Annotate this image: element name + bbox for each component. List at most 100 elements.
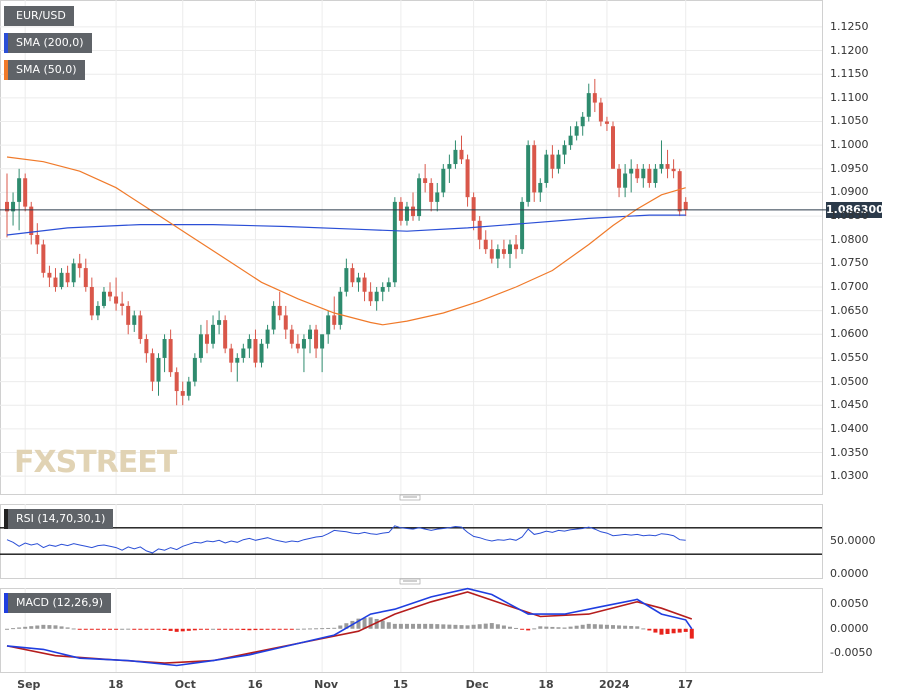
- candle-body: [162, 339, 167, 358]
- candle-body: [635, 168, 640, 179]
- macd-histogram-bar: [308, 628, 312, 630]
- candle-body: [344, 268, 349, 292]
- macd-histogram-bar: [362, 617, 367, 629]
- macd-histogram-bar: [332, 627, 337, 629]
- candle-body: [144, 339, 149, 354]
- macd-histogram-bar: [629, 626, 634, 629]
- macd-histogram-bar: [404, 623, 409, 629]
- macd-histogram-bar: [235, 628, 240, 630]
- time-axis-tick: 18: [538, 678, 554, 691]
- candle-body: [665, 164, 670, 169]
- candle-body: [65, 272, 70, 283]
- price-axis-tick: 1.0550: [830, 350, 869, 364]
- macd-histogram-bar: [17, 627, 22, 629]
- macd-histogram-bar: [247, 628, 252, 631]
- candle-body: [429, 182, 434, 202]
- macd-histogram-bar: [211, 628, 216, 630]
- macd-histogram-bar: [392, 623, 397, 629]
- candle-body: [459, 149, 464, 160]
- time-axis-tick: Sep: [17, 678, 41, 691]
- macd-axis-tick: 0.0050: [830, 597, 869, 611]
- candle-body: [326, 315, 331, 335]
- macd-histogram-bar: [217, 628, 222, 630]
- candle-body: [132, 315, 137, 325]
- candle-body: [95, 305, 100, 316]
- macd-label[interactable]: MACD (12,26,9): [4, 593, 112, 613]
- price-axis-tick: 1.0950: [830, 161, 869, 175]
- macd-histogram-bar: [71, 628, 76, 630]
- macd-histogram-bar: [611, 625, 615, 629]
- candle-body: [283, 315, 288, 330]
- candle-body: [5, 201, 9, 212]
- macd-histogram-bar: [441, 624, 446, 629]
- candle-body: [108, 291, 113, 297]
- macd-histogram-bar: [59, 626, 64, 629]
- price-axis-tick: 1.0650: [830, 303, 869, 317]
- macd-histogram-bar: [489, 623, 494, 629]
- candle-body: [647, 168, 652, 183]
- price-axis-tick: 1.0350: [830, 445, 869, 459]
- rsi-color-marker: [4, 509, 8, 529]
- candle-body: [653, 168, 658, 183]
- price-axis-tick: 1.0300: [830, 469, 869, 483]
- time-axis-tick: 17: [677, 678, 694, 691]
- candle-body: [574, 126, 579, 136]
- macd-histogram-bar: [277, 628, 282, 630]
- candle-body: [138, 315, 143, 340]
- macd-histogram-bar: [604, 624, 609, 629]
- macd-histogram-bar: [95, 628, 100, 630]
- price-axis-tick: 1.1250: [830, 19, 869, 33]
- price-axis-tick: 1.0600: [830, 327, 869, 341]
- candle-body: [241, 348, 246, 358]
- sma200-color-marker: [4, 33, 8, 53]
- candle-body: [289, 329, 294, 344]
- macd-histogram-bar: [617, 625, 622, 629]
- macd-histogram-bar: [11, 628, 16, 630]
- macd-histogram-bar: [447, 624, 452, 629]
- time-axis-tick: 2024: [598, 678, 630, 691]
- candle-body: [411, 206, 416, 217]
- candle-body: [271, 305, 276, 330]
- candle-body: [35, 234, 40, 245]
- candle-body: [617, 168, 622, 188]
- price-axis-tick: 1.0900: [830, 185, 869, 199]
- macd-histogram-bar: [647, 628, 652, 631]
- candle-body: [435, 192, 440, 202]
- sma50-label[interactable]: SMA (50,0): [4, 60, 85, 80]
- macd-histogram-bar: [29, 626, 34, 629]
- macd-histogram-bar: [465, 625, 470, 629]
- macd-histogram-bar: [35, 625, 40, 629]
- rsi-label[interactable]: RSI (14,70,30,1): [4, 509, 114, 529]
- candle-body: [507, 244, 512, 254]
- macd-histogram-bar: [271, 628, 276, 630]
- macd-histogram-bar: [483, 623, 488, 629]
- candle-body: [229, 348, 234, 363]
- candle-body: [501, 249, 506, 254]
- candle-body: [277, 305, 282, 316]
- macd-histogram-bar: [411, 623, 416, 629]
- candle-body: [423, 178, 428, 183]
- candle-body: [611, 126, 615, 169]
- macd-histogram-bar: [550, 626, 555, 629]
- price-axis-tick: 1.1100: [830, 90, 869, 104]
- candle-body: [53, 277, 58, 288]
- macd-histogram-bar: [592, 624, 597, 629]
- macd-histogram-bar: [144, 628, 149, 630]
- macd-histogram-bar: [435, 624, 440, 629]
- symbol-label[interactable]: EUR/USD: [4, 6, 74, 26]
- macd-histogram-bar: [574, 625, 579, 629]
- macd-histogram-bar: [380, 620, 385, 629]
- macd-histogram-bar: [150, 628, 155, 630]
- symbol-color-marker: [4, 6, 8, 26]
- macd-color-marker: [4, 593, 8, 613]
- time-axis-tick: 16: [247, 678, 263, 691]
- candle-body: [677, 171, 682, 212]
- sma200-label[interactable]: SMA (200,0): [4, 33, 92, 53]
- macd-histogram-bar: [398, 623, 403, 629]
- macd-histogram-bar: [374, 618, 379, 629]
- price-axis-tick: 1.1000: [830, 138, 869, 152]
- candle-body: [265, 329, 270, 344]
- macd-histogram-bar: [671, 628, 676, 634]
- candle-body: [544, 154, 549, 183]
